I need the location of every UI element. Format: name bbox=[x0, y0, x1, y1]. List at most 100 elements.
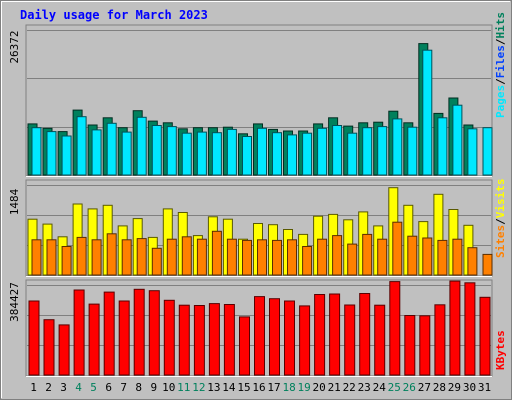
bar-sites-day-3 bbox=[61, 246, 72, 276]
bar-sites-day-29 bbox=[452, 238, 463, 276]
bar-kbytes-day-1 bbox=[28, 300, 40, 376]
bar-sites-day-10 bbox=[166, 238, 177, 276]
bar-kbytes-day-12 bbox=[193, 305, 205, 376]
bar-kbytes-day-26 bbox=[404, 315, 416, 376]
bar-kbytes-day-4 bbox=[73, 289, 85, 376]
x-label-day-30: 30 bbox=[463, 381, 476, 394]
bar-kbytes-day-8 bbox=[133, 288, 145, 376]
bar-kbytes-day-27 bbox=[419, 315, 431, 376]
bar-sites-day-21 bbox=[332, 235, 343, 276]
bar-kbytes-day-19 bbox=[299, 305, 311, 376]
x-label-day-21: 21 bbox=[328, 381, 341, 394]
chart-title: Daily usage for March 2023 bbox=[20, 8, 208, 22]
x-label-day-28: 28 bbox=[433, 381, 446, 394]
bar-pages-day-7 bbox=[121, 131, 132, 176]
legend-item: Files bbox=[494, 45, 507, 78]
x-label-day-14: 14 bbox=[222, 381, 236, 394]
x-label-day-5: 5 bbox=[90, 381, 97, 394]
bar-sites-day-9 bbox=[151, 247, 162, 276]
x-label-day-13: 13 bbox=[207, 381, 220, 394]
legend-item: Sites bbox=[494, 225, 507, 258]
x-label-day-6: 6 bbox=[105, 381, 112, 394]
x-label-day-16: 16 bbox=[252, 381, 265, 394]
bar-kbytes-day-11 bbox=[178, 304, 190, 376]
bar-kbytes-day-28 bbox=[434, 304, 446, 376]
bar-kbytes-day-10 bbox=[163, 299, 175, 376]
bar-sites-day-7 bbox=[121, 239, 132, 276]
bar-pages-day-27 bbox=[422, 49, 433, 176]
bar-kbytes-day-18 bbox=[284, 300, 295, 376]
bar-pages-day-1 bbox=[31, 127, 42, 176]
bar-pages-day-9 bbox=[151, 125, 162, 176]
bar-pages-day-23 bbox=[362, 127, 373, 176]
bar-pages-day-18 bbox=[287, 134, 297, 176]
bar-pages-day-3 bbox=[61, 135, 72, 176]
bar-kbytes-day-25 bbox=[389, 281, 401, 376]
bar-sites-day-27 bbox=[422, 237, 433, 276]
x-label-day-19: 19 bbox=[297, 381, 310, 394]
bar-sites-day-5 bbox=[91, 239, 102, 276]
x-label-day-7: 7 bbox=[120, 381, 127, 394]
bar-pages-day-17 bbox=[272, 132, 282, 176]
bar-pages-day-22 bbox=[347, 132, 358, 176]
bar-sites-day-16 bbox=[257, 239, 267, 276]
bar-kbytes-day-31 bbox=[479, 296, 491, 376]
panel-kbytes-max-label: 384427 bbox=[8, 282, 21, 322]
legend-item: / bbox=[494, 78, 507, 85]
x-label-day-1: 1 bbox=[30, 381, 37, 394]
bar-pages-day-15 bbox=[242, 136, 252, 176]
bar-kbytes-day-30 bbox=[464, 282, 476, 376]
bar-sites-day-14 bbox=[226, 238, 237, 276]
panel-hits-max-label: 26372 bbox=[8, 30, 21, 63]
bar-pages-day-13 bbox=[211, 132, 222, 176]
bar-sites-day-17 bbox=[272, 239, 282, 276]
x-label-day-8: 8 bbox=[135, 381, 142, 394]
bar-sites-day-26 bbox=[407, 235, 418, 276]
bar-kbytes-day-24 bbox=[374, 304, 386, 376]
bar-kbytes-day-20 bbox=[314, 294, 326, 376]
legend-item: KBytes bbox=[494, 330, 507, 370]
bar-sites-day-31 bbox=[482, 253, 493, 276]
bar-pages-day-10 bbox=[166, 126, 177, 176]
x-label-day-17: 17 bbox=[267, 381, 280, 394]
legend-visits: Sites/Visits bbox=[494, 179, 507, 259]
bar-pages-day-11 bbox=[181, 132, 192, 176]
bar-kbytes-day-7 bbox=[118, 300, 130, 376]
bar-sites-day-20 bbox=[317, 238, 328, 276]
bar-pages-day-8 bbox=[136, 116, 147, 176]
x-label-day-15: 15 bbox=[237, 381, 250, 394]
bar-sites-day-18 bbox=[287, 239, 297, 276]
bar-sites-day-19 bbox=[302, 246, 313, 276]
bar-kbytes-day-14 bbox=[223, 304, 235, 376]
legend-item: Hits bbox=[494, 12, 507, 39]
legend-item: / bbox=[494, 38, 507, 45]
x-label-day-3: 3 bbox=[60, 381, 67, 394]
bar-pages-day-12 bbox=[196, 131, 207, 176]
bar-pages-day-26 bbox=[407, 126, 418, 176]
legend-item: Pages bbox=[494, 85, 507, 118]
legend-hits: Pages/Files/Hits bbox=[494, 12, 507, 118]
bar-pages-day-30 bbox=[467, 128, 478, 176]
x-label-day-4: 4 bbox=[75, 381, 82, 394]
bar-sites-day-2 bbox=[46, 239, 57, 276]
bar-kbytes-day-15 bbox=[239, 316, 250, 376]
x-label-day-27: 27 bbox=[418, 381, 431, 394]
panel-hits: 26372 bbox=[8, 24, 493, 177]
x-label-day-25: 25 bbox=[388, 381, 401, 394]
bar-sites-day-12 bbox=[196, 238, 207, 276]
bar-pages-day-20 bbox=[317, 127, 328, 176]
x-label-day-2: 2 bbox=[45, 381, 52, 394]
x-label-day-11: 11 bbox=[177, 381, 190, 394]
x-label-day-23: 23 bbox=[358, 381, 371, 394]
x-label-day-22: 22 bbox=[343, 381, 356, 394]
bar-kbytes-day-23 bbox=[359, 293, 371, 376]
bar-pages-day-5 bbox=[91, 129, 102, 176]
bar-sites-day-25 bbox=[392, 221, 403, 276]
bar-sites-day-4 bbox=[76, 236, 87, 276]
bar-kbytes-day-2 bbox=[43, 319, 55, 376]
x-label-day-31: 31 bbox=[478, 381, 491, 394]
bar-sites-day-28 bbox=[437, 239, 448, 276]
bar-pages-day-6 bbox=[106, 122, 117, 176]
x-axis-labels: 1 2 3 4 5 6 7 8 9 10 11 12 13 14 15 16 17 18 19 20 21 22 23 24 2… bbox=[30, 381, 491, 394]
